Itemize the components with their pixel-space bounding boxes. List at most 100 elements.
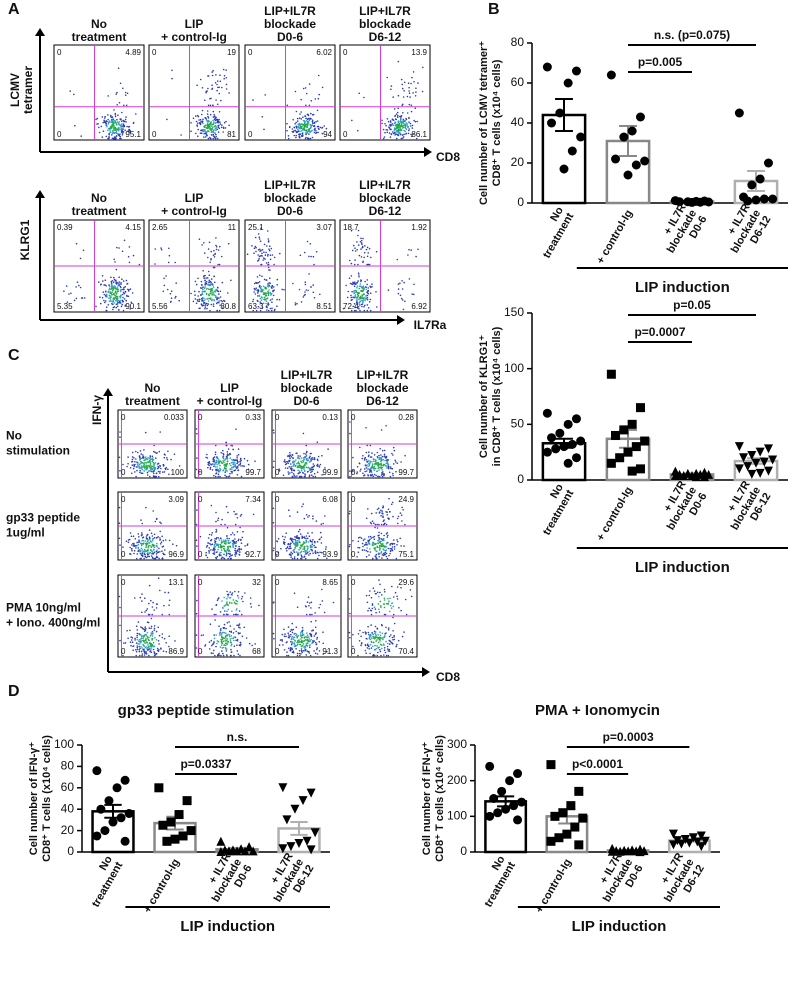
flow-dot <box>226 591 228 593</box>
flow-dot <box>378 508 380 510</box>
flow-dot <box>115 292 117 294</box>
flow-dot <box>258 289 260 291</box>
flow-dot <box>220 628 222 630</box>
flow-dot <box>219 634 221 636</box>
flow-dot <box>150 455 152 457</box>
flow-dot <box>399 538 401 540</box>
flow-dot <box>158 471 160 473</box>
flow-dot <box>314 132 316 134</box>
flow-dot <box>359 537 361 539</box>
flow-dot <box>266 300 268 302</box>
flow-dot <box>360 241 362 243</box>
flow-dot <box>163 554 165 556</box>
flow-dot <box>234 470 236 472</box>
flow-dot <box>161 541 163 543</box>
flow-dot <box>220 646 222 648</box>
flow-dot <box>394 127 396 129</box>
flow-dot <box>208 303 210 305</box>
flow-dot <box>396 596 398 598</box>
flow-dot <box>297 640 299 642</box>
flow-dot <box>152 631 154 633</box>
flow-dot <box>368 451 370 453</box>
flow-dot <box>66 285 68 287</box>
flow-dot <box>362 261 364 263</box>
flow-dot <box>139 558 141 560</box>
flow-dot <box>205 125 207 127</box>
flow-dot <box>366 291 368 293</box>
flow-dot <box>106 294 108 296</box>
flow-dot <box>116 283 118 285</box>
flow-dot <box>369 539 371 541</box>
flow-dot <box>394 639 396 641</box>
flow-dot <box>408 126 410 128</box>
flow-dot <box>156 631 158 633</box>
flow-dot <box>116 135 118 137</box>
quadrant-percent: 0 <box>275 578 280 587</box>
flow-dot <box>378 532 380 534</box>
flow-dot <box>361 242 363 244</box>
flow-dot <box>213 303 215 305</box>
flow-dot <box>139 639 141 641</box>
flow-dot <box>379 476 381 478</box>
flow-dot <box>197 278 199 280</box>
flow-dot <box>288 471 290 473</box>
flow-dot <box>268 293 270 295</box>
flow-dot <box>401 280 403 282</box>
flow-dot <box>273 432 275 434</box>
flow-dot <box>222 450 224 452</box>
flow-dot <box>368 646 370 648</box>
flow-dot <box>389 548 391 550</box>
data-point <box>113 783 122 792</box>
flow-dot <box>369 595 371 597</box>
flow-dot <box>382 476 384 478</box>
flow-dot <box>226 654 228 656</box>
flow-dot <box>233 632 235 634</box>
flow-dot <box>408 87 410 89</box>
flow-dot <box>307 538 309 540</box>
flow-dot <box>310 545 312 547</box>
quadrant-percent: 100 <box>171 468 185 477</box>
flow-dot <box>369 636 371 638</box>
flow-dot <box>268 262 270 264</box>
flow-dot <box>388 464 390 466</box>
flow-dot <box>171 78 173 80</box>
flow-dot <box>271 310 273 312</box>
flow-dot <box>223 641 225 643</box>
flow-dot <box>308 651 310 653</box>
flow-dot <box>218 249 220 251</box>
quadrant-percent: 0 <box>57 48 62 57</box>
flow-dot <box>202 110 204 112</box>
flow-dot <box>215 134 217 136</box>
flow-dot <box>130 636 132 638</box>
flow-dot <box>302 133 304 135</box>
flow-dot <box>377 637 379 639</box>
flow-dot <box>299 124 301 126</box>
flow-dot <box>156 603 158 605</box>
flow-dot <box>400 134 402 136</box>
significance-label: p=0.0007 <box>634 325 685 339</box>
flow-dot <box>119 596 121 598</box>
flow-dot <box>226 84 228 86</box>
flow-dot <box>210 468 212 470</box>
flow-dot <box>233 640 235 642</box>
flow-dot <box>146 543 148 545</box>
flow-dot <box>375 475 377 477</box>
data-point <box>121 776 130 785</box>
flow-dot <box>216 643 218 645</box>
flow-dot <box>288 135 290 137</box>
flow-dot <box>305 605 307 607</box>
flow-dot <box>380 605 382 607</box>
flow-dot <box>391 504 393 506</box>
flow-dot <box>409 92 411 94</box>
flow-dot <box>398 516 400 518</box>
column-header: blockade <box>280 381 332 395</box>
flow-dot <box>159 531 161 533</box>
flow-dot <box>217 287 219 289</box>
flow-dot <box>374 466 376 468</box>
flow-dot <box>372 537 374 539</box>
flow-dot <box>317 471 319 473</box>
flow-dot <box>213 650 215 652</box>
flow-dot <box>144 654 146 656</box>
flow-dot <box>221 124 223 126</box>
flow-dot <box>216 604 218 606</box>
